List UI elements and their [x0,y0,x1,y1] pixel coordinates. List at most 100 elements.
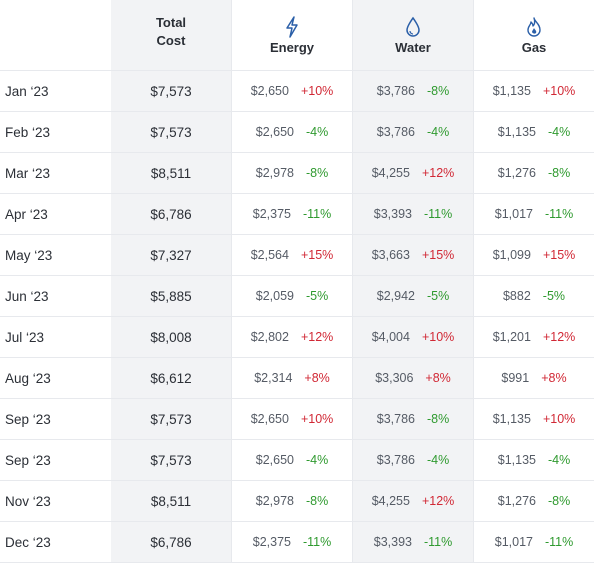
header-gas-label: Gas [521,39,547,55]
row-gas-cell: $1,276 -8% [473,481,594,522]
water-value: $3,306 [375,371,414,385]
row-gas-cell: $1,276 -8% [473,153,594,194]
header-total-cost: Total Cost [111,0,231,71]
gas-value: $1,135 [492,84,531,98]
gas-change: -4% [548,125,571,139]
water-value: $2,942 [376,289,415,303]
row-energy-cell: $2,059 -5% [231,276,352,317]
gas-value: $882 [502,289,531,303]
gas-value: $1,135 [497,125,536,139]
row-water-cell: $4,255 +12% [352,153,473,194]
row-water-cell: $3,663 +15% [352,235,473,276]
row-gas-cell: $1,135 +10% [473,71,594,112]
header-empty-cell [0,0,111,71]
energy-value: $2,650 [250,84,289,98]
row-energy-cell: $2,650 -4% [231,112,352,153]
row-month: Jun ‘23 [0,276,111,317]
gas-change: +10% [542,412,576,426]
row-total-cost: $8,511 [111,153,231,194]
row-energy-cell: $2,375 -11% [231,194,352,235]
row-total-cost: $8,008 [111,317,231,358]
gas-change: +8% [541,371,567,385]
header-water: Water [352,0,473,71]
energy-value: $2,978 [255,494,294,508]
row-water-cell: $3,393 -11% [352,522,473,563]
row-energy-cell: $2,650 +10% [231,71,352,112]
gas-change: +12% [542,330,576,344]
row-energy-cell: $2,314 +8% [231,358,352,399]
row-month: Mar ‘23 [0,153,111,194]
row-month: Nov ‘23 [0,481,111,522]
gas-value: $1,276 [497,494,536,508]
row-gas-cell: $1,135 -4% [473,440,594,481]
water-change: -11% [423,535,453,549]
water-change: +8% [425,371,451,385]
energy-value: $2,314 [254,371,293,385]
energy-change: -4% [306,125,329,139]
energy-value: $2,650 [250,412,289,426]
energy-change: -8% [306,166,329,180]
row-water-cell: $4,004 +10% [352,317,473,358]
row-gas-cell: $991 +8% [473,358,594,399]
energy-change: -11% [302,535,332,549]
energy-change: -5% [306,289,329,303]
water-value: $3,393 [373,207,412,221]
row-gas-cell: $1,099 +15% [473,235,594,276]
gas-change: -8% [548,494,571,508]
row-gas-cell: $1,135 -4% [473,112,594,153]
water-change: -5% [427,289,450,303]
energy-value: $2,650 [255,453,294,467]
row-total-cost: $6,612 [111,358,231,399]
gas-change: -4% [548,453,571,467]
gas-change: -11% [544,535,574,549]
header-total-label-line1: Total [155,15,187,30]
water-change: -4% [427,125,450,139]
row-water-cell: $3,786 -4% [352,112,473,153]
water-change: -4% [427,453,450,467]
row-water-cell: $3,786 -8% [352,71,473,112]
row-water-cell: $4,255 +12% [352,481,473,522]
row-month: Dec ‘23 [0,522,111,563]
header-gas: Gas [473,0,594,71]
gas-change: -5% [542,289,566,303]
gas-value: $1,099 [492,248,531,262]
row-total-cost: $8,511 [111,481,231,522]
energy-change: -4% [306,453,329,467]
row-total-cost: $6,786 [111,194,231,235]
energy-change: +10% [300,412,334,426]
row-energy-cell: $2,564 +15% [231,235,352,276]
row-gas-cell: $1,017 -11% [473,194,594,235]
water-value: $3,786 [376,412,415,426]
energy-value: $2,650 [255,125,294,139]
energy-change: -8% [306,494,329,508]
energy-change: -11% [302,207,332,221]
water-value: $4,255 [371,166,410,180]
energy-change: +10% [300,84,334,98]
gas-change: +10% [542,84,576,98]
water-value: $3,786 [376,84,415,98]
gas-value: $1,276 [497,166,536,180]
gas-value: $1,135 [492,412,531,426]
gas-value: $1,201 [492,330,531,344]
gas-value: $1,135 [497,453,536,467]
row-water-cell: $3,786 -8% [352,399,473,440]
row-water-cell: $3,306 +8% [352,358,473,399]
water-change: -11% [423,207,453,221]
energy-value: $2,059 [255,289,294,303]
water-value: $3,393 [373,535,412,549]
row-total-cost: $7,327 [111,235,231,276]
water-change: +12% [421,494,455,508]
energy-change: +8% [304,371,330,385]
row-gas-cell: $1,135 +10% [473,399,594,440]
water-change: +10% [421,330,455,344]
header-energy-label: Energy [269,39,315,55]
row-water-cell: $3,786 -4% [352,440,473,481]
row-total-cost: $7,573 [111,399,231,440]
energy-change: +15% [300,248,334,262]
row-month: Feb ‘23 [0,112,111,153]
water-drop-icon [405,16,421,38]
water-change: +12% [421,166,455,180]
row-water-cell: $2,942 -5% [352,276,473,317]
row-total-cost: $7,573 [111,71,231,112]
